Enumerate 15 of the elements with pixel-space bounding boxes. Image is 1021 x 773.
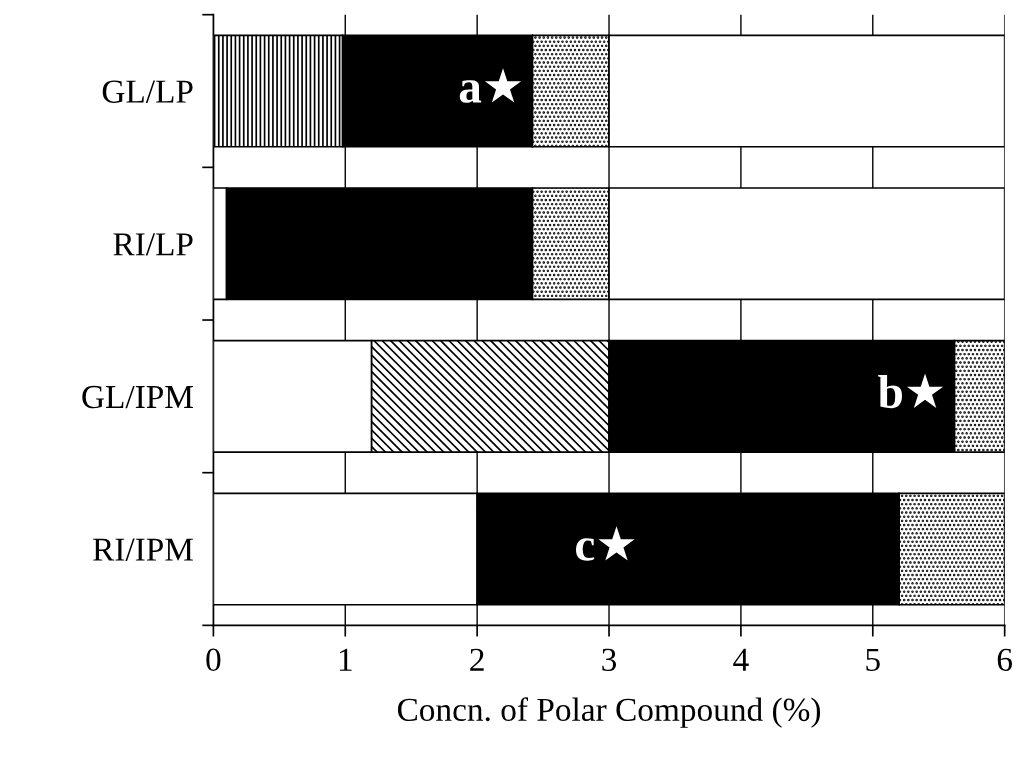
x-axis-title: Concn. of Polar Compound (%) [397, 697, 821, 728]
x-tick-label: 0 [206, 648, 221, 672]
annotation: c★ [575, 526, 635, 561]
x-tick-label: 6 [997, 648, 1012, 672]
x-tick-label: 3 [602, 648, 617, 672]
y-tick-label: RI/LP [113, 233, 193, 256]
annotation: a★ [459, 68, 522, 103]
y-tick-label: RI/IPM [93, 538, 193, 561]
x-tick-label: 1 [339, 648, 352, 671]
y-tick-label: GL/IPM [82, 385, 193, 409]
annotation: b★ [878, 373, 944, 409]
x-tick-label: 4 [733, 648, 749, 671]
y-tick-label: GL/LP [102, 80, 193, 103]
x-tick-label: 5 [866, 648, 880, 672]
x-tick-label: 2 [470, 648, 484, 671]
